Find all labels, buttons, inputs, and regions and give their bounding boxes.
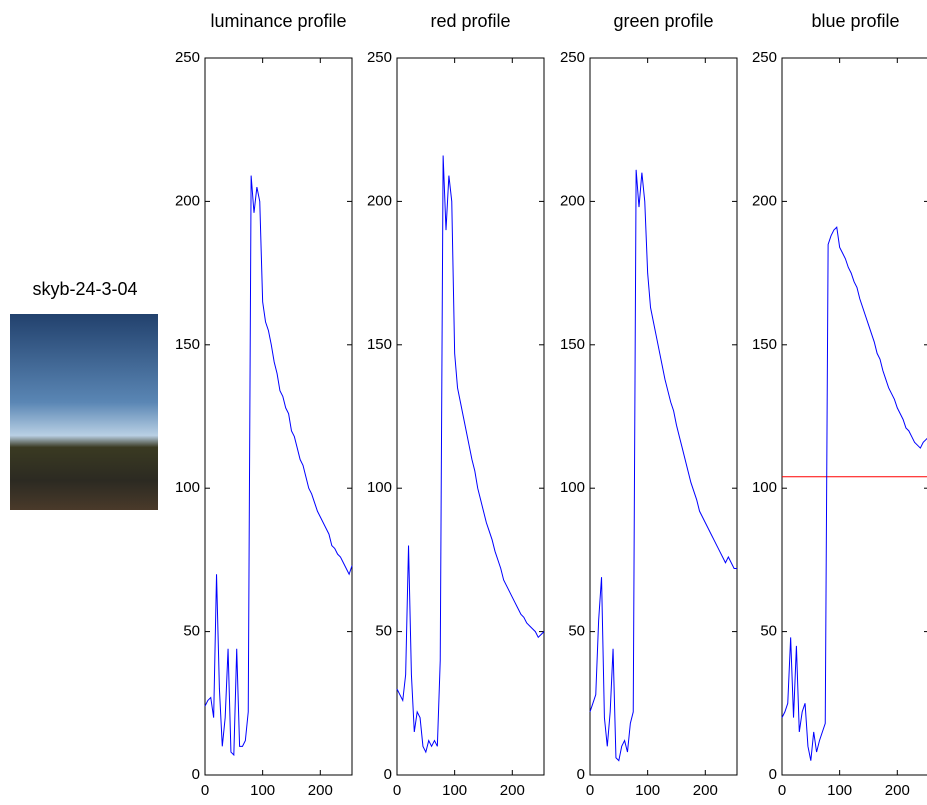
y-tick-label: 250 (752, 49, 777, 66)
x-tick-label: 100 (635, 782, 660, 799)
chart-title: luminance profile (210, 11, 346, 31)
y-tick-label: 100 (367, 479, 392, 496)
y-tick-label: 200 (560, 192, 585, 209)
profile-line (589, 169, 737, 762)
chart-title: red profile (430, 11, 510, 31)
x-tick-label: 200 (500, 782, 525, 799)
y-tick-label: 0 (192, 766, 200, 783)
axes-box (589, 57, 738, 776)
y-tick-label: 150 (175, 336, 200, 353)
y-tick-label: 0 (384, 766, 392, 783)
profile-line (396, 155, 545, 754)
y-tick-label: 250 (367, 49, 392, 66)
x-tick-label: 0 (778, 782, 786, 799)
y-tick-label: 200 (175, 192, 200, 209)
y-tick-label: 50 (375, 623, 392, 640)
y-tick-label: 50 (568, 623, 585, 640)
x-tick-label: 0 (201, 782, 209, 799)
chart-title: blue profile (811, 11, 899, 31)
profile-line (204, 175, 353, 757)
photo (10, 314, 158, 510)
x-tick-label: 100 (827, 782, 852, 799)
x-tick-label: 100 (442, 782, 467, 799)
y-tick-label: 150 (752, 336, 777, 353)
x-tick-label: 200 (308, 782, 333, 799)
y-tick-label: 200 (367, 192, 392, 209)
x-tick-label: 200 (693, 782, 718, 799)
y-tick-label: 50 (760, 623, 777, 640)
y-tick-label: 100 (752, 479, 777, 496)
y-tick-label: 200 (752, 192, 777, 209)
y-tick-label: 100 (560, 479, 585, 496)
image-title: skyb-24-3-04 (32, 279, 137, 299)
y-tick-label: 0 (577, 766, 585, 783)
y-tick-label: 250 (175, 49, 200, 66)
axes-box (204, 57, 353, 776)
x-tick-label: 100 (250, 782, 275, 799)
y-tick-label: 0 (769, 766, 777, 783)
y-tick-label: 150 (367, 336, 392, 353)
axes-box (396, 57, 545, 776)
x-tick-label: 200 (885, 782, 910, 799)
y-tick-label: 50 (183, 623, 200, 640)
x-tick-label: 0 (393, 782, 401, 799)
axes-box (781, 57, 927, 776)
y-tick-label: 100 (175, 479, 200, 496)
y-tick-label: 250 (560, 49, 585, 66)
y-tick-label: 150 (560, 336, 585, 353)
chart-title: green profile (613, 11, 713, 31)
x-tick-label: 0 (586, 782, 594, 799)
profile-line (781, 226, 927, 761)
